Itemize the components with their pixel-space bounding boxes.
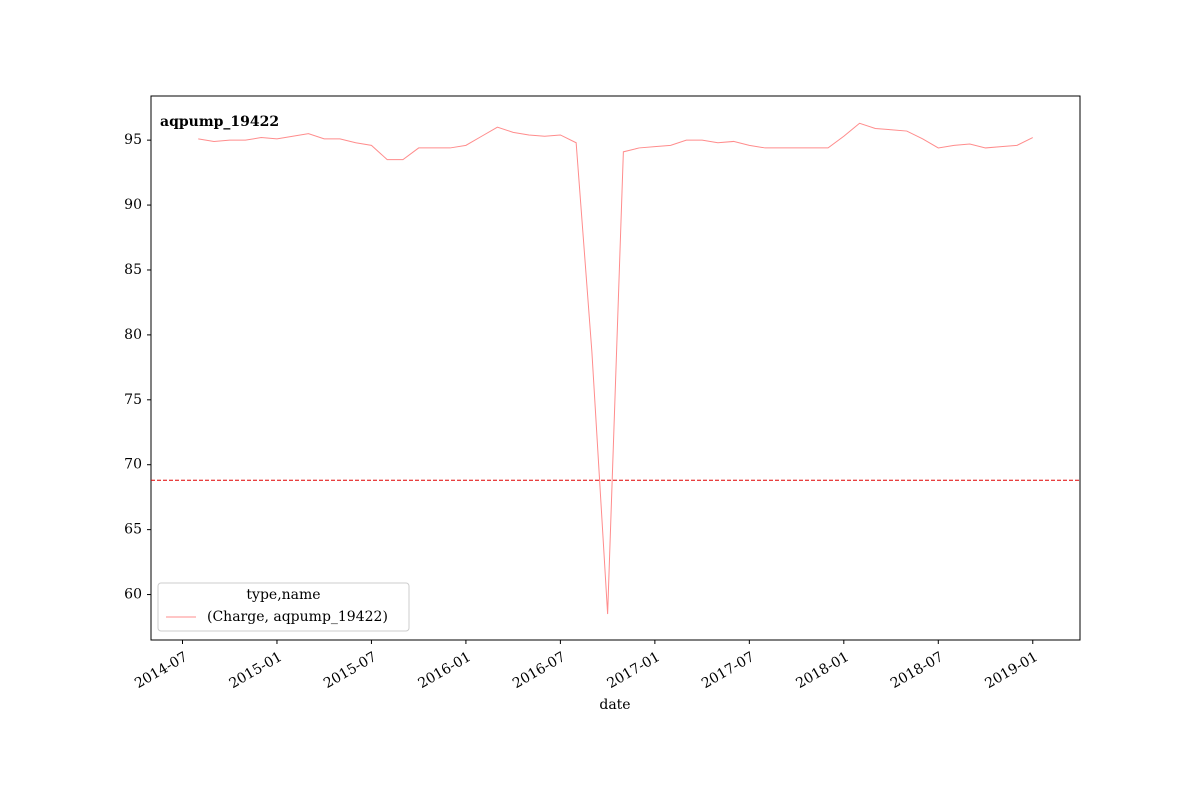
x-tick-label: 2017-07 [699, 649, 757, 692]
chart-title: aqpump_19422 [160, 114, 279, 130]
x-tick-label: 2015-01 [227, 649, 285, 692]
y-tick-label: 75 [124, 392, 142, 408]
y-tick-label: 80 [124, 327, 142, 343]
x-tick-label: 2016-07 [510, 649, 568, 692]
x-tick-label: 2018-01 [793, 649, 851, 692]
plot-frame [150, 95, 1081, 641]
x-tick-label: 2014-07 [132, 649, 190, 692]
legend-title: type,name [246, 587, 320, 603]
x-tick-label: 2016-01 [416, 649, 474, 692]
y-tick-label: 85 [124, 262, 142, 278]
y-tick-label: 95 [124, 132, 142, 148]
x-axis-label: date [599, 697, 630, 713]
legend-label: (Charge, aqpump_19422) [207, 609, 388, 625]
x-tick-label: 2018-07 [888, 649, 946, 692]
y-tick-label: 70 [124, 457, 142, 473]
y-tick-label: 60 [124, 587, 142, 603]
x-tick-label: 2015-07 [321, 649, 379, 692]
legend-box [157, 582, 410, 632]
x-tick-label: 2019-01 [982, 649, 1040, 692]
x-tick-label: 2017-01 [604, 649, 662, 692]
data-line [198, 122, 1033, 615]
y-tick-label: 90 [124, 197, 142, 213]
y-tick-label: 65 [124, 522, 142, 538]
